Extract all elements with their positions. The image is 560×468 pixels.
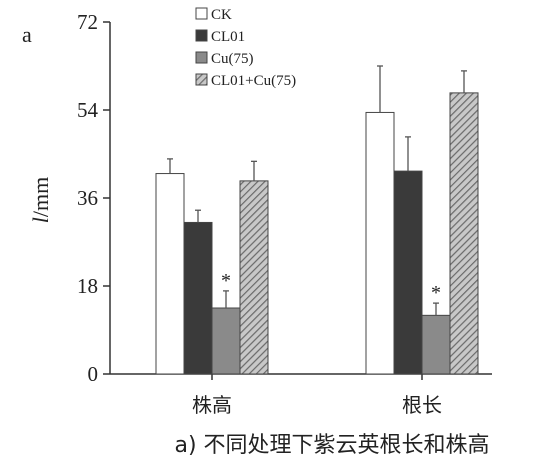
bar	[239, 180, 269, 375]
bars-group: **	[155, 65, 479, 375]
y-tick-label: 54	[77, 98, 99, 122]
bar	[183, 221, 213, 375]
bar	[449, 92, 479, 375]
bar	[365, 111, 395, 375]
y-tick-label: 18	[77, 274, 98, 298]
bar	[211, 307, 241, 375]
legend-label: CK	[211, 7, 232, 23]
legend-swatch	[195, 51, 208, 64]
significance-mark: *	[431, 282, 441, 304]
y-tick-label: 36	[77, 186, 98, 210]
significance-mark: *	[221, 270, 231, 292]
legend: CK CL01 Cu(75) CL01+Cu(75)	[195, 7, 296, 89]
legend-swatch	[195, 29, 208, 42]
legend-label: CL01	[211, 29, 245, 45]
svg-text:l/mm: l/mm	[28, 177, 53, 223]
bar	[421, 314, 451, 375]
y-tick-label: 0	[88, 362, 99, 386]
legend-swatch	[195, 7, 208, 20]
y-tick-label: 72	[77, 10, 98, 34]
legend-swatch	[195, 73, 208, 86]
x-tick-label: 株高	[192, 393, 232, 417]
bar	[393, 170, 423, 375]
figure-caption: a) 不同处理下紫云英根长和株高	[174, 433, 489, 458]
legend-label: CL01+Cu(75)	[211, 73, 296, 89]
x-tick-label: 根长	[402, 393, 442, 417]
axes: 0 18 36 54 72 株高 根长	[77, 10, 492, 417]
legend-label: Cu(75)	[211, 51, 254, 67]
y-axis-label: l/mm	[28, 177, 53, 223]
bar	[155, 173, 185, 375]
panel-letter: a	[22, 22, 32, 47]
